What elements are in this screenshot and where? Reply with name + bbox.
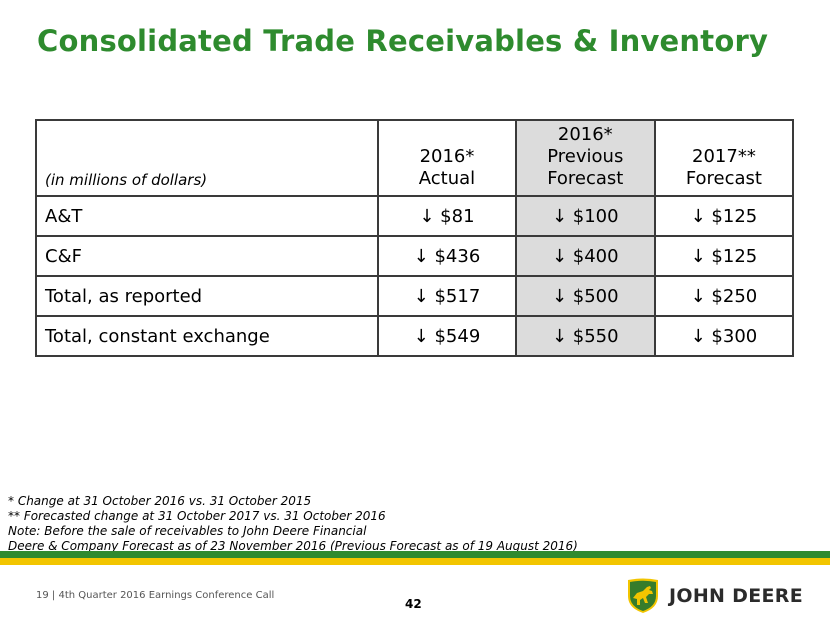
footnote: * Change at 31 October 2016 vs. 31 Octob… — [8, 494, 312, 508]
row-label: A&T — [34, 195, 380, 237]
footer-band-yellow — [0, 558, 830, 565]
cell-2016-actual: ↓ $517 — [377, 275, 517, 317]
footnote: Note: Before the sale of receivables to … — [8, 524, 367, 538]
row-label: Total, as reported — [34, 275, 380, 317]
john-deere-logo-icon — [628, 578, 658, 613]
cell-2016-previous-forecast: ↓ $550 — [514, 315, 656, 357]
header-line: 2016* — [557, 124, 613, 145]
header-2017-forecast: 2017** Forecast — [653, 119, 795, 197]
footnote: ** Forecasted change at 31 October 2017 … — [8, 509, 386, 523]
header-line: 2017** — [692, 146, 756, 167]
header-line: 2016* — [419, 146, 475, 167]
units-label: (in millions of dollars) — [34, 119, 380, 197]
footnote: Deere & Company Forecast as of 23 Novemb… — [8, 539, 578, 553]
row-label: C&F — [34, 235, 380, 277]
header-line: Previous — [547, 146, 624, 167]
header-2016-actual: 2016* Actual — [377, 119, 517, 197]
receivables-table: (in millions of dollars) 2016* Actual 20… — [34, 119, 795, 357]
footnotes: * Change at 31 October 2016 vs. 31 Octob… — [8, 494, 578, 554]
cell-2016-previous-forecast: ↓ $100 — [514, 195, 656, 237]
cell-2016-actual: ↓ $81 — [377, 195, 517, 237]
table-header-row: (in millions of dollars) 2016* Actual 20… — [34, 119, 795, 197]
row-label: Total, constant exchange — [34, 315, 380, 357]
cell-2017-forecast: ↓ $300 — [653, 315, 795, 357]
cell-2016-previous-forecast: ↓ $400 — [514, 235, 656, 277]
page-number: 42 — [405, 597, 422, 611]
cell-2016-previous-forecast: ↓ $500 — [514, 275, 656, 317]
footer-band-green — [0, 551, 830, 558]
cell-2016-actual: ↓ $436 — [377, 235, 517, 277]
cell-2017-forecast: ↓ $125 — [653, 195, 795, 237]
cell-2017-forecast: ↓ $250 — [653, 275, 795, 317]
table-row: C&F ↓ $436 ↓ $400 ↓ $125 — [34, 235, 795, 277]
table-row: Total, as reported ↓ $517 ↓ $500 ↓ $250 — [34, 275, 795, 317]
header-line: Actual — [418, 168, 476, 189]
cell-2017-forecast: ↓ $125 — [653, 235, 795, 277]
header-line: Forecast — [547, 168, 624, 189]
john-deere-logo: JOHN DEERE — [624, 576, 803, 614]
table-row: Total, constant exchange ↓ $549 ↓ $550 ↓… — [34, 315, 795, 357]
cell-2016-actual: ↓ $549 — [377, 315, 517, 357]
header-line: Forecast — [685, 168, 762, 189]
brand-wordmark: JOHN DEERE — [669, 585, 803, 607]
page-title: Consolidated Trade Receivables & Invento… — [37, 24, 769, 58]
footer-caption: 19 | 4th Quarter 2016 Earnings Conferenc… — [36, 590, 275, 601]
table-row: A&T ↓ $81 ↓ $100 ↓ $125 — [34, 195, 795, 237]
header-2016-previous-forecast: 2016* Previous Forecast — [514, 119, 656, 197]
